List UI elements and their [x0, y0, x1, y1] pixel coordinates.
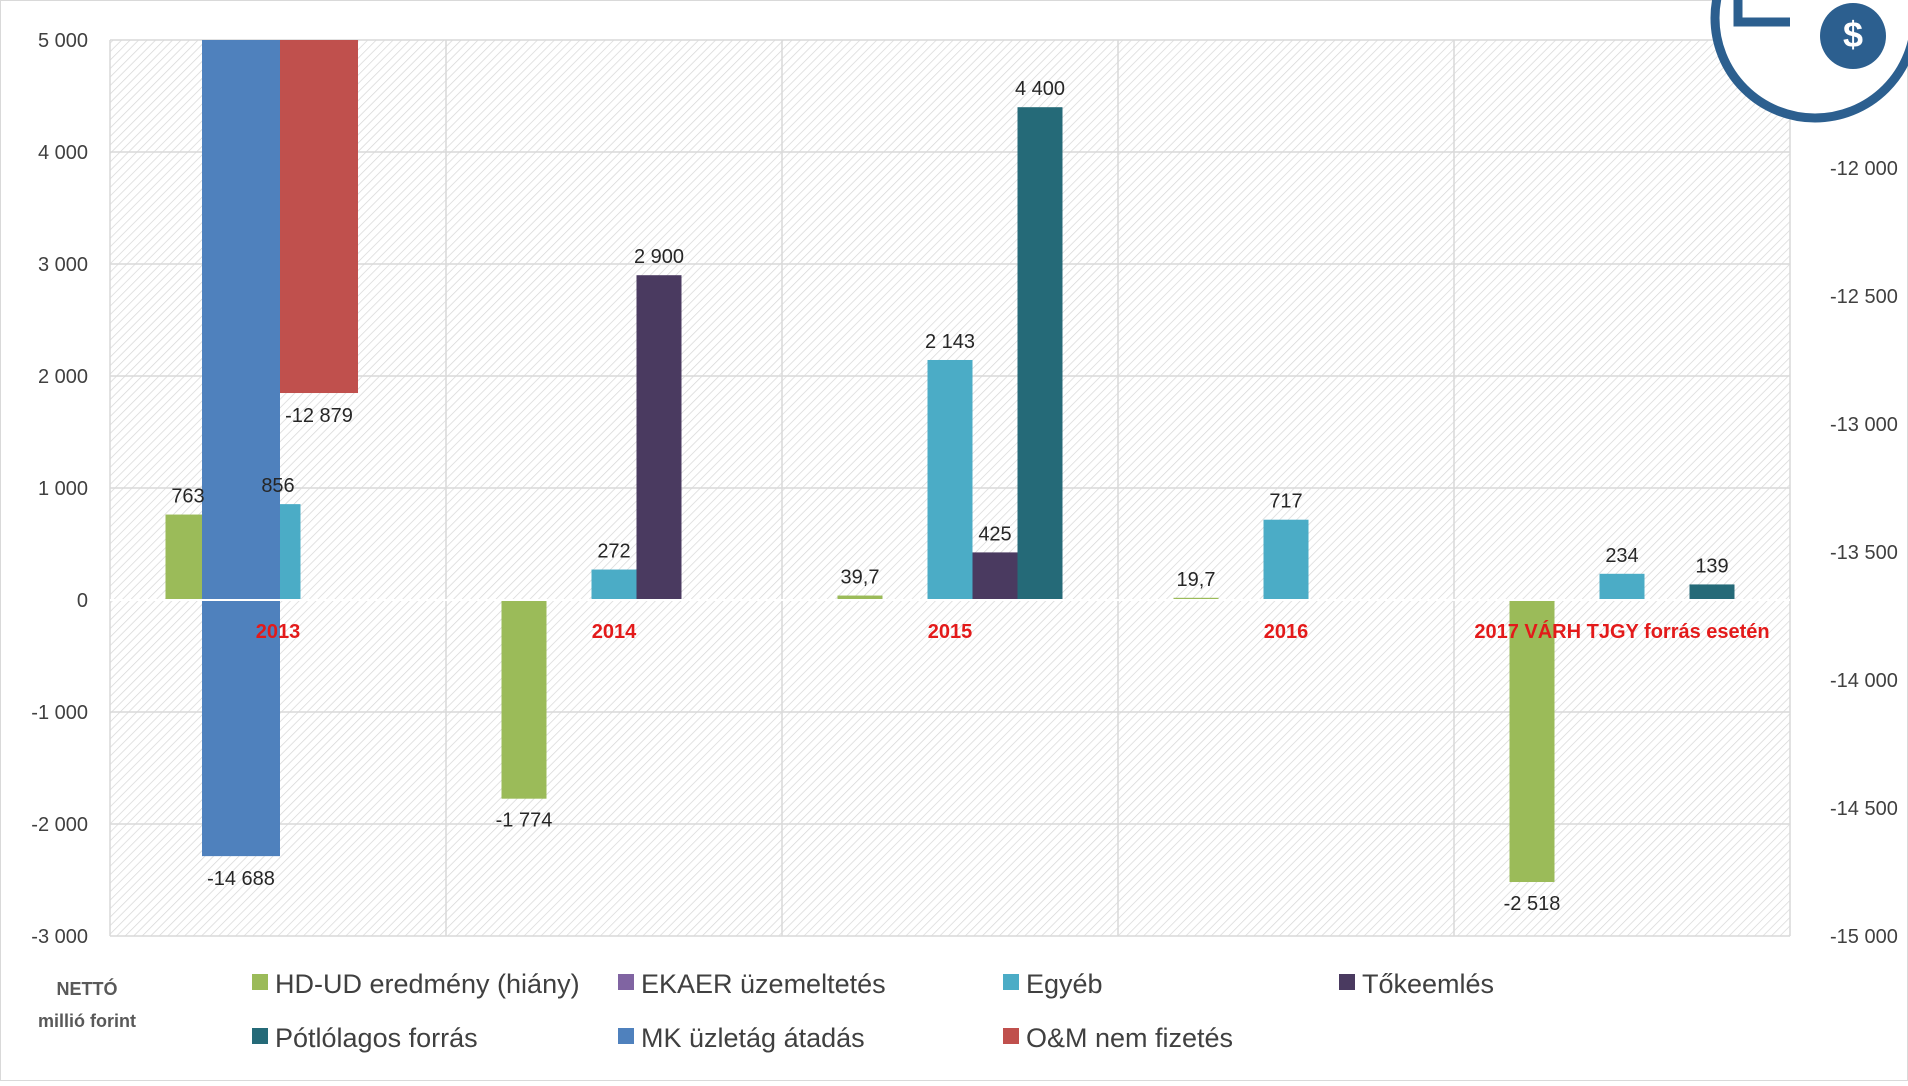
bar [1689, 584, 1735, 600]
legend-item: Tőkeemlés [1339, 969, 1494, 999]
y2-tick-label: -15 000 [1830, 926, 1898, 948]
data-label: 139 [1695, 555, 1728, 577]
category-label: 2017 VÁRH TJGY forrás esetén [1474, 620, 1769, 643]
svg-text:$: $ [1843, 14, 1863, 55]
bar [972, 552, 1018, 600]
data-label: -2 518 [1504, 893, 1561, 915]
category-label: 2013 [256, 621, 301, 643]
bar [1509, 600, 1555, 883]
data-label: 272 [597, 541, 630, 563]
bar [1599, 573, 1645, 600]
data-label: 856 [261, 475, 294, 497]
legend-item: MK üzletág átadás [618, 1023, 865, 1053]
unit-label-line1: NETTÓ [57, 978, 118, 999]
legend-swatch [252, 974, 268, 990]
legend-item: HD-UD eredmény (hiány) [252, 969, 580, 999]
y2-tick-label: -14 000 [1830, 670, 1898, 692]
data-label: 425 [978, 523, 1011, 545]
legend-label: Pótlólagos forrás [275, 1023, 478, 1053]
unit-label-line2: millió forint [38, 1011, 136, 1031]
legend-label: Egyéb [1026, 969, 1103, 999]
legend-swatch [252, 1028, 268, 1044]
y-tick-label: 5 000 [38, 30, 88, 52]
data-label: 717 [1269, 491, 1302, 513]
y-tick-label: 1 000 [38, 478, 88, 500]
bar [1173, 597, 1219, 600]
y2-tick-label: -13 000 [1830, 414, 1898, 436]
legend-label: Tőkeemlés [1362, 969, 1494, 999]
legend-swatch [618, 974, 634, 990]
data-label: -12 879 [285, 405, 353, 427]
y-tick-label: 0 [77, 590, 88, 612]
data-label: 19,7 [1177, 569, 1216, 591]
bar [202, 40, 280, 857]
bar [591, 569, 637, 600]
data-label: 39,7 [841, 567, 880, 589]
data-label: 4 400 [1015, 78, 1065, 100]
legend-label: O&M nem fizetés [1026, 1023, 1233, 1053]
bar [1017, 107, 1063, 600]
bar [501, 600, 547, 799]
bar [927, 359, 973, 600]
legend-item: Egyéb [1003, 969, 1103, 999]
category-label: 2016 [1264, 621, 1309, 643]
category-label: 2014 [592, 621, 637, 643]
legend-swatch [1003, 974, 1019, 990]
legend-swatch [618, 1028, 634, 1044]
data-label: -1 774 [496, 810, 553, 832]
y-tick-label: -3 000 [31, 926, 88, 948]
data-label: 2 143 [925, 331, 975, 353]
data-label: 234 [1605, 545, 1638, 567]
y-tick-label: 4 000 [38, 142, 88, 164]
legend-swatch [1339, 974, 1355, 990]
legend-label: EKAER üzemeltetés [641, 969, 886, 999]
bar [636, 275, 682, 600]
legend-swatch [1003, 1028, 1019, 1044]
bar [1263, 519, 1309, 600]
y2-tick-label: -14 500 [1830, 798, 1898, 820]
y2-tick-label: -13 500 [1830, 542, 1898, 564]
y2-tick-label: -12 500 [1830, 286, 1898, 308]
legend-item: O&M nem fizetés [1003, 1023, 1233, 1053]
dollar-badge-icon: $ [1710, 0, 1908, 123]
bar [280, 40, 358, 394]
category-label: 2015 [928, 621, 973, 643]
legend-label: MK üzletág átadás [641, 1023, 865, 1053]
data-label: 763 [171, 486, 204, 508]
y-tick-label: 2 000 [38, 366, 88, 388]
y-tick-label: -1 000 [31, 702, 88, 724]
data-label: 2 900 [634, 246, 684, 268]
legend-label: HD-UD eredmény (hiány) [275, 969, 580, 999]
y2-tick-label: -12 000 [1830, 158, 1898, 180]
data-label: -14 688 [207, 868, 275, 890]
legend-item: Pótlólagos forrás [252, 1023, 478, 1053]
bar [837, 595, 883, 600]
y-tick-label: -2 000 [31, 814, 88, 836]
legend-item: EKAER üzemeltetés [618, 969, 886, 999]
y-tick-label: 3 000 [38, 254, 88, 276]
